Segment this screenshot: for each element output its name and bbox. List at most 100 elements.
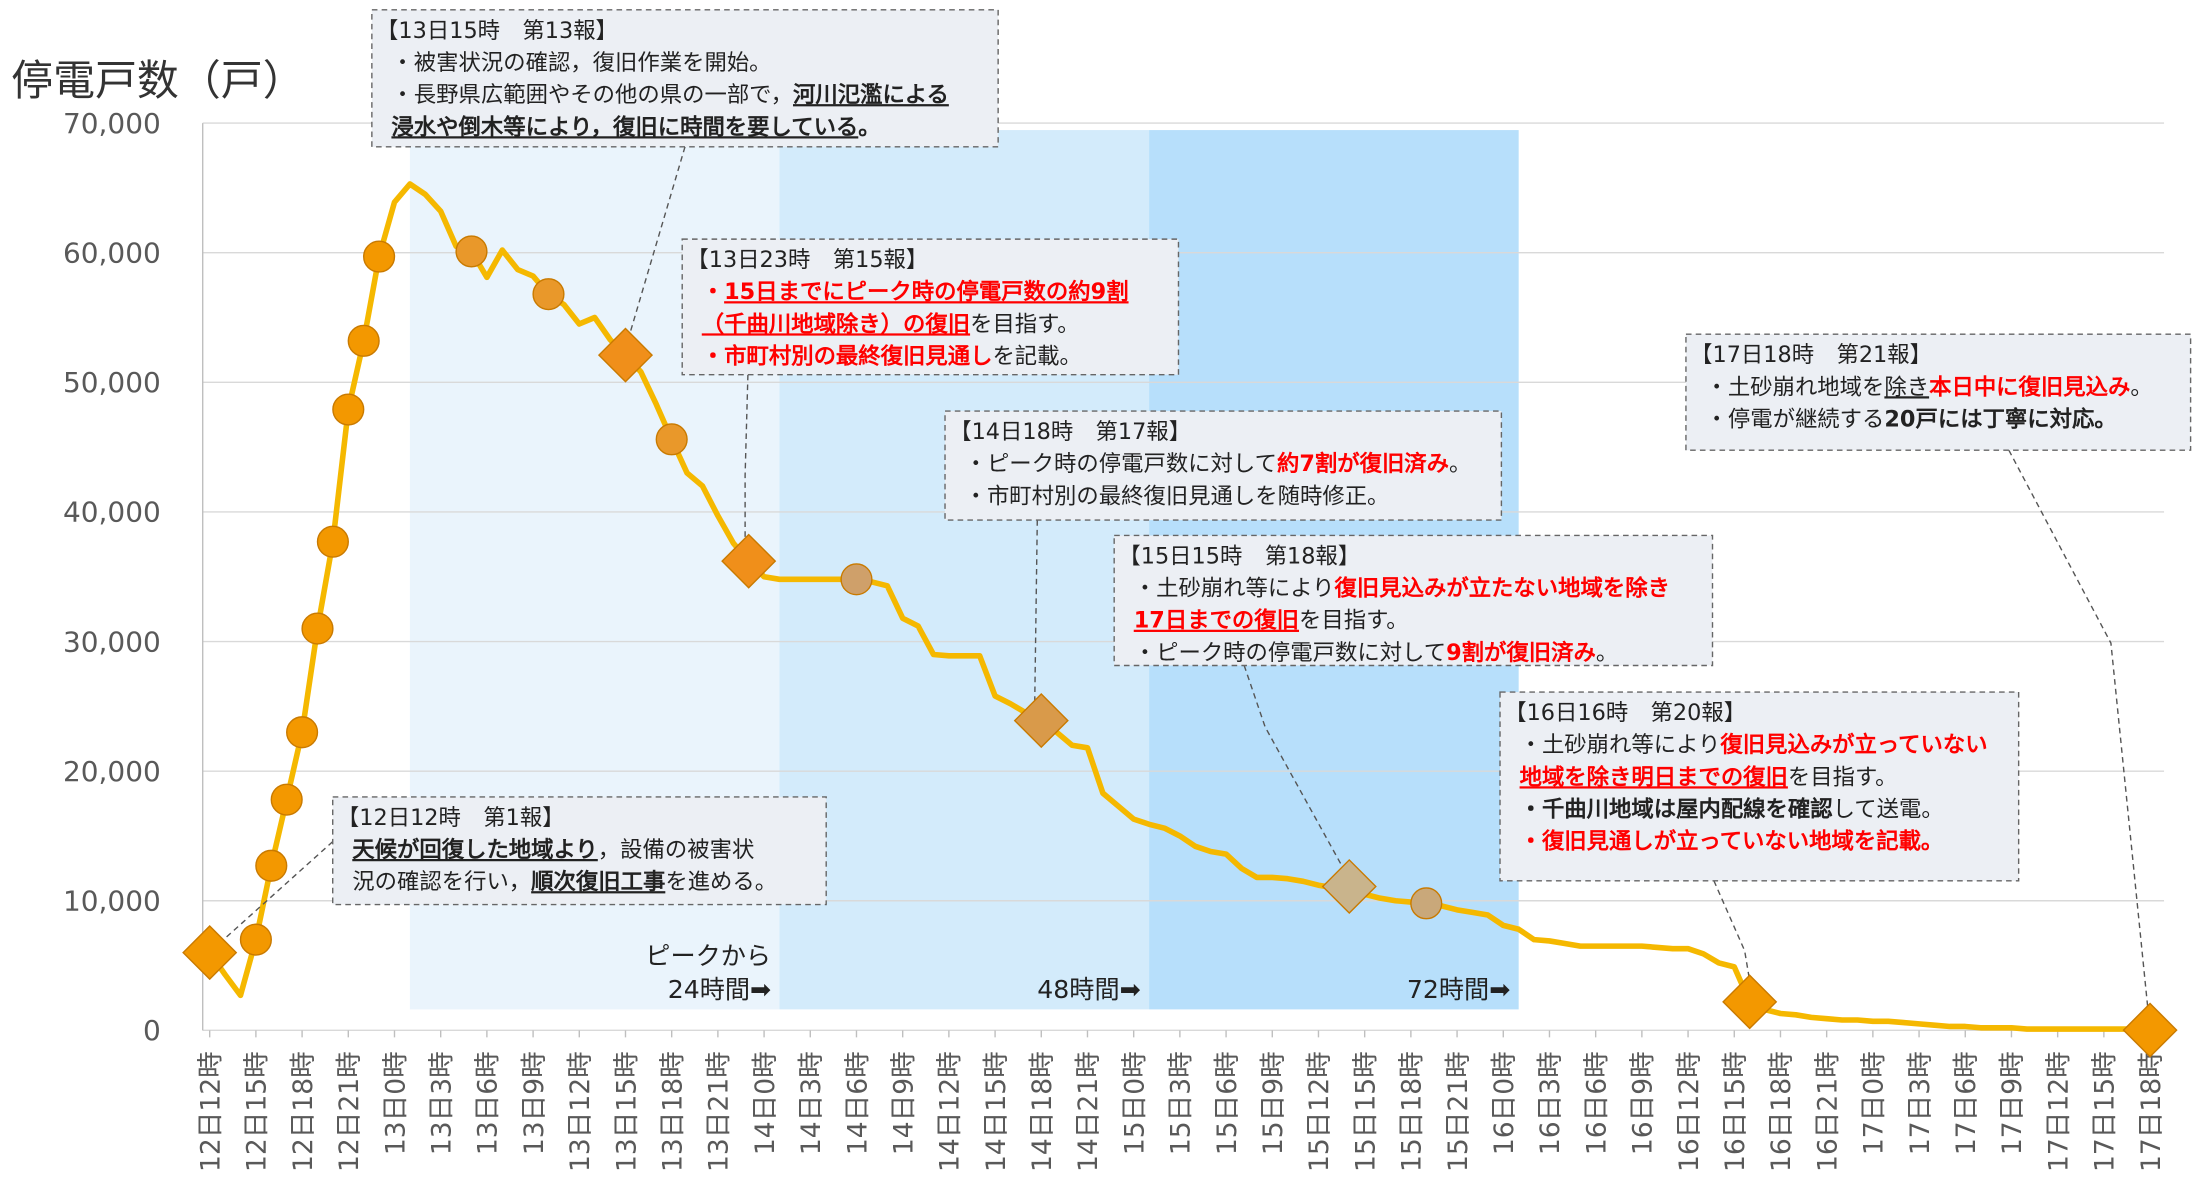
annotation-line: ・15日までにピーク時の停電戸数の約9割: [702, 278, 1129, 305]
annotation-line: ・土砂崩れ等により復旧見込みが立っていない: [1520, 731, 1988, 758]
annotation-text: 。: [858, 114, 880, 140]
diamond-marker: [182, 925, 238, 981]
x-tick-label: 12日18時: [288, 1051, 319, 1172]
x-tick-label: 17日0時: [1859, 1051, 1890, 1155]
annotation-box: [1113, 534, 1714, 667]
x-tick-label: 14日12時: [935, 1051, 966, 1172]
annotation-text: （千曲川地域除き）の復旧: [702, 310, 970, 337]
annotation-line: ・復旧見通しが立っていない地域を記載。: [1520, 828, 1944, 855]
annotation-line: 況の確認を行い，順次復旧工事を進める。: [352, 868, 777, 895]
x-tick-label: 16日9時: [1628, 1051, 1659, 1155]
annotation-text: して送電。: [1833, 796, 1944, 822]
x-tick-label: 15日6時: [1212, 1051, 1243, 1155]
annotation-text: 浸水や倒木等により，復旧に時間を要している: [391, 113, 858, 140]
annotation-line: ・被害状況の確認，復旧作業を開始。: [391, 50, 771, 76]
annotation-text: ・市町村別の最終復旧見通し: [702, 343, 993, 370]
annotation-text: ・復旧見通しが立っていない地域を記載。: [1520, 828, 1944, 855]
annotation-text: ・市町村別の最終復旧見通しを随時修正。: [965, 483, 1390, 509]
x-tick-label: 14日6時: [842, 1051, 873, 1155]
band-label: 24時間➡: [668, 975, 771, 1004]
x-tick-label: 15日12時: [1304, 1051, 1335, 1172]
x-tick-label: 12日15時: [242, 1051, 273, 1172]
annotation-box: [332, 796, 827, 906]
annotation-text: ・千曲川地域は屋内配線を確認: [1520, 795, 1834, 822]
x-tick-label: 16日18時: [1766, 1051, 1797, 1172]
x-tick-label: 16日0時: [1489, 1051, 1520, 1155]
x-tick-label: 12日21時: [334, 1051, 365, 1172]
annotation-title: 【12日12時 第1報】: [337, 805, 565, 831]
x-tick-label: 17日6時: [1951, 1051, 1982, 1155]
annotation-text: 復旧見込みが立たない地域を除き: [1334, 575, 1670, 602]
x-tick-label: 14日9時: [888, 1051, 919, 1155]
y-tick-label: 20,000: [63, 755, 161, 788]
diamond-marker: [1013, 693, 1069, 749]
annotation-line: 天候が回復した地域より，設備の被害状: [352, 836, 754, 863]
x-tick-label: 12日12時: [195, 1051, 226, 1172]
leader-line: [2008, 449, 2151, 1031]
annotation-text: 本日中に復旧見込み: [1929, 373, 2130, 400]
data-line: [207, 181, 2151, 1033]
annotation-text: 17日までの復旧: [1134, 607, 1299, 634]
annotation-line: ・ピーク時の停電戸数に対して9割が復旧済み。: [1134, 639, 1618, 666]
x-tick-label: 14日3時: [796, 1051, 827, 1155]
annotation-line: 17日までの復旧を目指す。: [1134, 607, 1409, 634]
x-tick-label: 17日18時: [2136, 1051, 2167, 1172]
x-tick-label: 15日18時: [1397, 1051, 1428, 1172]
annotation-text: を目指す。: [1299, 608, 1409, 634]
point-marker: [1410, 887, 1443, 920]
leader-line: [744, 374, 749, 561]
diamond-marker: [721, 533, 777, 589]
annotation-text: ・土砂崩れ等により: [1134, 576, 1335, 602]
point-marker: [301, 612, 334, 645]
band-label: 48時間➡: [1037, 975, 1140, 1004]
annotation-text: ，設備の被害状: [598, 837, 755, 863]
diamond-marker: [1321, 858, 1377, 915]
point-marker: [655, 423, 688, 456]
annotation-text: 15日までにピーク時の停電戸数の約9割: [724, 278, 1128, 305]
annotation-box: [681, 238, 1180, 376]
x-tick-label: 14日15時: [981, 1051, 1012, 1172]
y-tick-label: 0: [143, 1014, 161, 1047]
y-tick-label: 60,000: [63, 236, 161, 269]
x-tick-label: 13日21時: [704, 1051, 735, 1172]
annotation-text: 況の確認を行い，: [352, 869, 531, 895]
annotation-text: ・土砂崩れ地域を: [1706, 374, 1885, 400]
annotation-text: 河川氾濫による: [793, 81, 949, 108]
annotation-title: 【14日18時 第17報】: [949, 419, 1191, 445]
point-marker: [255, 849, 288, 882]
annotation-text: 。: [1596, 640, 1618, 666]
leader-line: [209, 841, 334, 953]
x-tick-label: 15日9時: [1258, 1051, 1289, 1155]
y-tick-label: 50,000: [63, 366, 161, 399]
annotation-line: ・ピーク時の停電戸数に対して約7割が復旧済み。: [965, 450, 1472, 477]
band-label: 72時間➡: [1407, 975, 1510, 1004]
x-tick-label: 17日9時: [1997, 1051, 2028, 1155]
point-marker: [532, 278, 565, 311]
annotation-line: ・土砂崩れ地域を除き本日中に復旧見込み。: [1706, 373, 2153, 400]
x-tick-label: 13日6時: [473, 1051, 504, 1155]
annotation-text: 除き: [1884, 374, 1929, 400]
x-tick-label: 16日21時: [1812, 1051, 1843, 1172]
x-tick-label: 13日12時: [565, 1051, 596, 1172]
y-tick-label: 40,000: [63, 496, 161, 529]
annotation-text: を目指す。: [970, 311, 1080, 337]
annotation-line: 浸水や倒木等により，復旧に時間を要している。: [391, 113, 880, 140]
x-tick-label: 14日21時: [1073, 1051, 1104, 1172]
annotation-line: ・長野県広範囲やその他の県の一部で，河川氾濫による: [391, 81, 948, 108]
x-tick-label: 13日18時: [657, 1051, 688, 1172]
x-tick-label: 13日15時: [611, 1051, 642, 1172]
y-tick-label: 10,000: [63, 885, 161, 918]
leader-line: [622, 146, 686, 356]
x-tick-label: 13日0時: [380, 1051, 411, 1155]
annotation-box: [371, 9, 999, 148]
annotation-line: ・千曲川地域は屋内配線を確認して送電。: [1520, 795, 1944, 822]
annotation-text: ・ピーク時の停電戸数に対して: [1134, 640, 1446, 666]
x-tick-label: 13日3時: [426, 1051, 457, 1155]
x-tick-label: 15日15時: [1350, 1051, 1381, 1172]
point-marker: [840, 563, 873, 596]
annotation-text: 天候が回復した地域より: [352, 836, 598, 863]
y-tick-label: 30,000: [63, 625, 161, 658]
annotation-text: 。: [1449, 451, 1471, 477]
annotation-text: 。: [2094, 406, 2116, 432]
